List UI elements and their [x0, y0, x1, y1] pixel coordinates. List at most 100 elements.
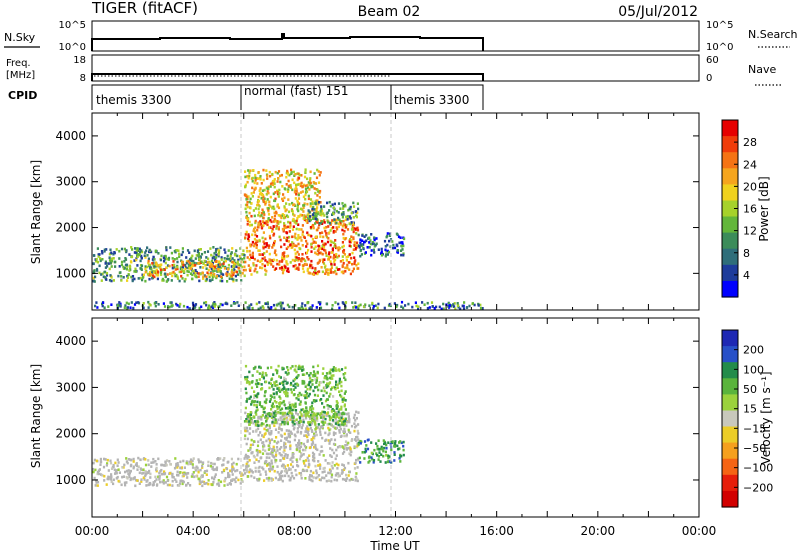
heatmap-cell [349, 447, 352, 451]
heatmap-cell [319, 433, 322, 436]
heatmap-cell [163, 305, 167, 308]
heatmap-cell [295, 267, 299, 270]
heatmap-cell [286, 215, 290, 219]
heatmap-cell [270, 366, 273, 369]
heatmap-cell [329, 469, 332, 473]
heatmap-cell [134, 247, 137, 250]
heatmap-cell [433, 306, 436, 310]
heatmap-cell [285, 260, 288, 263]
heatmap-cell [271, 228, 274, 231]
heatmap-cell [255, 409, 258, 413]
heatmap-cell [334, 432, 337, 435]
heatmap-cell [160, 254, 163, 258]
heatmap-cell [153, 275, 156, 279]
heatmap-cell [300, 174, 303, 177]
heatmap-cell [318, 173, 321, 177]
heatmap-cell [297, 236, 300, 240]
heatmap-cell [280, 423, 283, 426]
heatmap-cell [261, 189, 264, 192]
heatmap-cell [250, 451, 253, 455]
heatmap-cell [247, 237, 250, 241]
heatmap-cell [277, 302, 280, 306]
heatmap-cell [257, 427, 260, 431]
heatmap-cell [285, 239, 288, 242]
colorbar-segment [722, 168, 738, 185]
heatmap-cell [213, 475, 217, 479]
heatmap-cell [321, 470, 324, 474]
heatmap-cell [295, 443, 298, 447]
heatmap-cell [390, 448, 393, 452]
heatmap-cell [134, 484, 137, 488]
heatmap-cell [94, 304, 97, 308]
heatmap-cell [244, 301, 247, 304]
heatmap-cell [261, 452, 265, 455]
heatmap-cell [234, 274, 237, 278]
heatmap-cell [256, 408, 259, 412]
heatmap-cell [165, 459, 169, 462]
heatmap-cell [288, 173, 291, 177]
heatmap-cell [226, 254, 229, 258]
heatmap-cell [286, 469, 289, 473]
heatmap-cell [294, 405, 297, 408]
heatmap-cell [110, 480, 113, 484]
heatmap-cell [265, 169, 268, 172]
heatmap-cell [284, 474, 287, 478]
heatmap-cell [300, 476, 303, 480]
heatmap-cell [191, 301, 195, 305]
heatmap-cell [187, 472, 190, 475]
heatmap-cell [193, 274, 197, 277]
heatmap-cell [212, 270, 215, 273]
heatmap-cell [112, 252, 115, 256]
heatmap-cell [279, 416, 282, 419]
colorbar-segment [722, 410, 738, 428]
heatmap-cell [253, 400, 256, 403]
heatmap-cell [324, 251, 327, 255]
heatmap-cell [126, 276, 130, 279]
heatmap-cell [344, 440, 348, 443]
heatmap-cell [173, 250, 176, 253]
heatmap-cell [301, 233, 304, 236]
heatmap-cell [191, 262, 194, 265]
heatmap-cell [296, 250, 299, 254]
heatmap-cell [283, 222, 286, 225]
heatmap-cell [243, 472, 247, 475]
heatmap-cell [241, 272, 244, 275]
heatmap-cell [143, 478, 146, 481]
heatmap-cell [233, 264, 236, 267]
heatmap-cell [257, 171, 260, 174]
heatmap-cell [320, 205, 323, 208]
heatmap-cell [140, 480, 143, 483]
heatmap-cell [93, 476, 96, 480]
heatmap-cell [244, 411, 247, 415]
heatmap-cell [92, 470, 95, 474]
heatmap-cell [227, 268, 230, 271]
heatmap-cell [98, 468, 101, 471]
heatmap-cell [153, 266, 156, 270]
heatmap-cell [316, 211, 320, 214]
heatmap-cell [167, 256, 171, 260]
heatmap-cell [297, 444, 300, 447]
heatmap-cell [309, 380, 312, 384]
heatmap-cell [426, 301, 429, 305]
heatmap-cell [304, 262, 307, 266]
heatmap-cell [334, 367, 337, 370]
heatmap-cell [359, 461, 362, 464]
heatmap-cell [280, 446, 283, 449]
heatmap-cell [136, 479, 139, 482]
heatmap-cell [329, 260, 332, 263]
heatmap-cell [276, 221, 279, 224]
heatmap-cell [264, 273, 267, 276]
heatmap-cell [177, 474, 180, 477]
heatmap-cell [372, 248, 375, 252]
heatmap-cell [298, 215, 301, 218]
heatmap-cell [227, 475, 230, 479]
heatmap-cell [194, 469, 197, 472]
heatmap-cell [329, 371, 332, 375]
heatmap-cell [315, 399, 318, 402]
heatmap-cell [245, 391, 248, 395]
heatmap-cell [101, 304, 104, 308]
heatmap-cell [282, 193, 285, 196]
heatmap-cell [267, 437, 270, 441]
heatmap-cell [286, 464, 289, 467]
heatmap-cell [173, 263, 176, 267]
